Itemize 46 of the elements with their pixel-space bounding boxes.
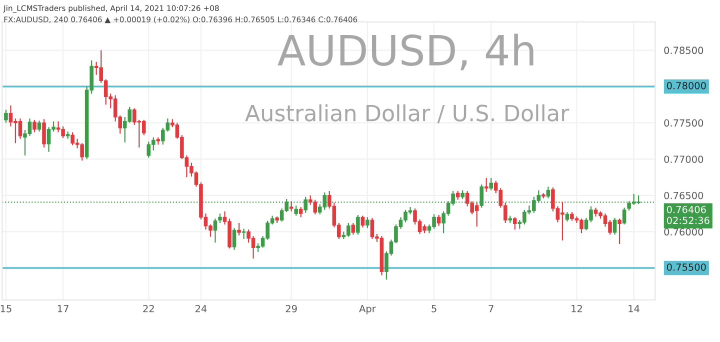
candlestick xyxy=(489,177,494,191)
y-tick-label: 0.76500 xyxy=(664,192,704,200)
y-tick-label: 0.77500 xyxy=(664,119,704,127)
candlestick xyxy=(37,120,42,132)
candlestick xyxy=(4,109,8,124)
candlestick xyxy=(232,228,236,250)
x-tick-label: Apr xyxy=(359,305,376,314)
ref-line-label: 0.76406 02:52:36 xyxy=(666,206,710,224)
x-tick-label: 17 xyxy=(58,305,68,312)
ref-line-label: 0.75500 xyxy=(666,263,706,271)
candlestick xyxy=(546,186,550,199)
candlestick xyxy=(289,200,294,212)
candlestick xyxy=(565,212,570,222)
y-tick-label: 0.76000 xyxy=(664,228,704,236)
y-tick-label: 0.78500 xyxy=(664,46,704,54)
x-tick-label: 5 xyxy=(432,305,436,312)
candlestick xyxy=(618,218,622,245)
candlestick xyxy=(32,119,36,133)
candlestick xyxy=(42,118,46,148)
candlestick xyxy=(242,228,246,240)
candlestick xyxy=(356,214,360,236)
candlestick xyxy=(294,205,298,216)
candlestick xyxy=(298,206,303,218)
candlestick xyxy=(213,218,218,244)
y-tick-label: 0.77000 xyxy=(664,156,704,163)
x-tick-label: 12 xyxy=(572,304,582,312)
candlestick xyxy=(360,215,365,228)
candlestick xyxy=(237,222,241,236)
x-tick-label: 7 xyxy=(488,305,494,312)
x-tick-label: 14 xyxy=(628,305,640,312)
ref-line-label: 0.78000 xyxy=(666,82,706,90)
candlestick xyxy=(218,212,222,224)
candlestick xyxy=(66,130,70,140)
x-tick-label: 15 xyxy=(0,305,12,312)
candlestick xyxy=(436,214,441,226)
candlestick xyxy=(366,216,370,229)
x-tick-label: 22 xyxy=(143,304,154,312)
chart-title: AUDUSD, 4h xyxy=(278,34,534,70)
candlestick xyxy=(484,177,488,192)
candlestick xyxy=(512,216,517,230)
x-tick-label: 29 xyxy=(286,304,297,312)
candlestick xyxy=(622,207,626,225)
text: Australian Dollar / U.S. Dollar xyxy=(245,104,570,124)
candlestick xyxy=(351,222,356,236)
candlestick xyxy=(612,217,617,236)
x-tick-label: 24 xyxy=(196,304,207,312)
